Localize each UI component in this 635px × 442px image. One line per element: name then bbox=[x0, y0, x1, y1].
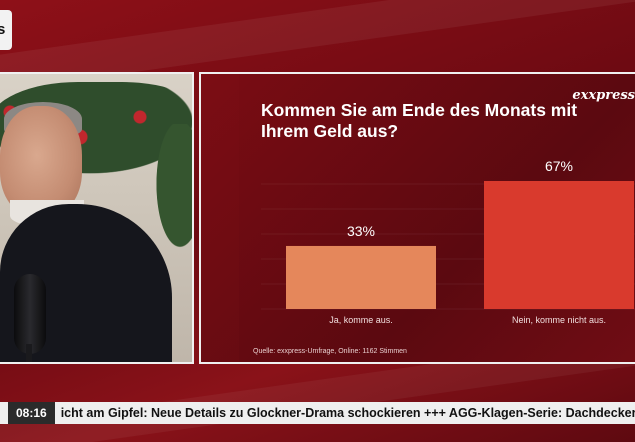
value-label: 33% bbox=[347, 223, 375, 239]
presenter-head bbox=[0, 106, 82, 216]
poll-chart-panel: exxpress Kommen Sie am Ende des Monats m… bbox=[199, 72, 635, 364]
chart-source: Quelle: exxpress-Umfrage, Online: 1162 S… bbox=[253, 348, 407, 355]
channel-logo: s bbox=[0, 10, 12, 50]
microphone-stand bbox=[26, 344, 32, 362]
ticker-clock: 08:16 bbox=[8, 402, 55, 424]
ticker-headline: icht am Gipfel: Neue Details zu Glockner… bbox=[60, 406, 635, 420]
value-label: 67% bbox=[545, 158, 573, 174]
camera-feed bbox=[0, 72, 194, 364]
bar-nein bbox=[484, 181, 634, 309]
christmas-garland bbox=[150, 124, 192, 264]
bar-chart: 33% Ja, komme aus. 67% Nein, komme nicht au… bbox=[261, 158, 635, 325]
category-label: Ja, komme aus. bbox=[329, 315, 393, 325]
chart-title: Kommen Sie am Ende des Monats mit Ihrem … bbox=[261, 100, 578, 141]
brand-logo: exxpress bbox=[572, 88, 635, 103]
microphone-icon bbox=[14, 274, 46, 354]
bar-ja bbox=[286, 245, 436, 309]
category-label: Nein, komme nicht aus. bbox=[512, 315, 606, 325]
news-ticker: 08:16 icht am Gipfel: Neue Details zu Gl… bbox=[0, 402, 635, 424]
